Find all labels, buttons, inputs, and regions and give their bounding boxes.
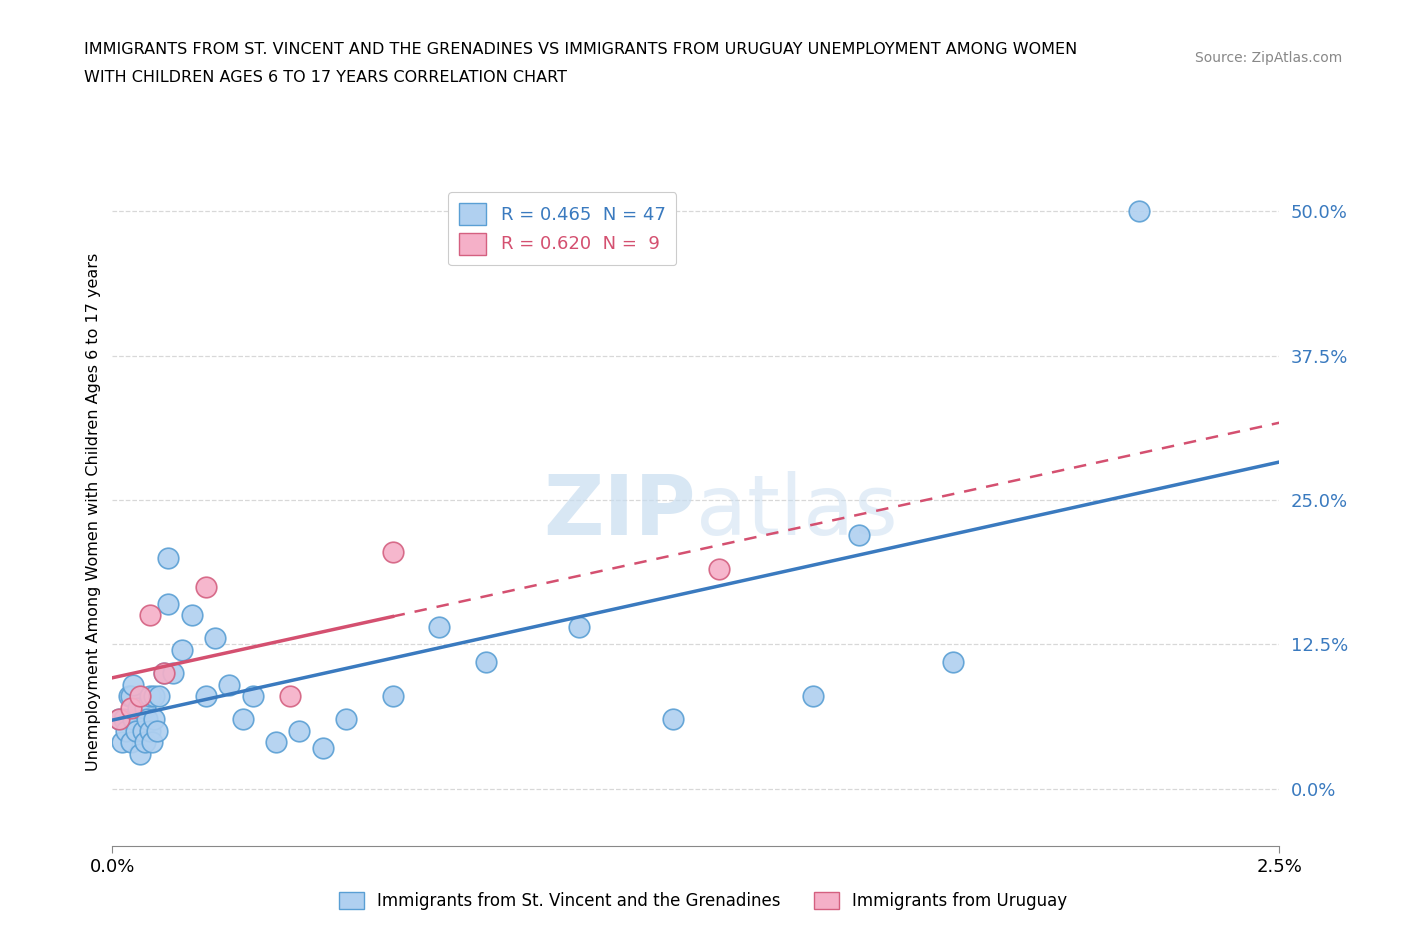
Point	[122, 711, 145, 726]
Point	[661, 711, 683, 726]
Point	[194, 689, 217, 704]
Point	[120, 700, 142, 715]
Text: IMMIGRANTS FROM ST. VINCENT AND THE GRENADINES VS IMMIGRANTS FROM URUGUAY UNEMPL: IMMIGRANTS FROM ST. VINCENT AND THE GREN…	[84, 42, 1077, 57]
Point	[311, 740, 333, 755]
Point	[143, 689, 166, 704]
Point	[157, 596, 180, 611]
Point	[288, 724, 311, 738]
Point	[134, 700, 156, 715]
Point	[139, 689, 162, 704]
Point	[112, 711, 135, 726]
Y-axis label: Unemployment Among Women with Children Ages 6 to 17 years: Unemployment Among Women with Children A…	[86, 252, 101, 771]
Point	[218, 677, 240, 692]
Point	[122, 677, 145, 692]
Point	[264, 735, 287, 750]
Point	[801, 689, 824, 704]
Point	[129, 689, 152, 704]
Point	[475, 654, 498, 669]
Point	[115, 724, 138, 738]
Point	[141, 735, 163, 750]
Point	[242, 689, 264, 704]
Point	[148, 689, 170, 704]
Point	[129, 747, 152, 762]
Text: WITH CHILDREN AGES 6 TO 17 YEARS CORRELATION CHART: WITH CHILDREN AGES 6 TO 17 YEARS CORRELA…	[84, 70, 568, 85]
Point	[139, 724, 162, 738]
Point	[848, 527, 870, 542]
Point	[143, 711, 166, 726]
Text: ZIP: ZIP	[544, 471, 696, 552]
Point	[118, 689, 141, 704]
Point	[157, 551, 180, 565]
Point	[278, 689, 301, 704]
Point	[427, 619, 450, 634]
Point	[942, 654, 965, 669]
Point	[232, 711, 254, 726]
Point	[134, 735, 156, 750]
Point	[204, 631, 226, 646]
Point	[172, 643, 194, 658]
Point	[120, 735, 142, 750]
Point	[120, 689, 142, 704]
Text: atlas: atlas	[696, 471, 897, 552]
Point	[162, 666, 184, 681]
Point	[335, 711, 357, 726]
Point	[709, 562, 731, 577]
Text: Source: ZipAtlas.com: Source: ZipAtlas.com	[1195, 51, 1343, 65]
Point	[136, 711, 159, 726]
Point	[108, 711, 131, 726]
Point	[132, 724, 155, 738]
Point	[194, 579, 217, 594]
Point	[146, 724, 169, 738]
Point	[1128, 204, 1150, 219]
Legend: R = 0.465  N = 47, R = 0.620  N =  9: R = 0.465 N = 47, R = 0.620 N = 9	[449, 193, 676, 265]
Point	[111, 735, 134, 750]
Point	[125, 724, 148, 738]
Point	[381, 544, 404, 559]
Point	[153, 666, 176, 681]
Point	[180, 608, 202, 623]
Point	[381, 689, 404, 704]
Point	[568, 619, 591, 634]
Point	[139, 608, 162, 623]
Point	[127, 700, 149, 715]
Legend: Immigrants from St. Vincent and the Grenadines, Immigrants from Uruguay: Immigrants from St. Vincent and the Gren…	[332, 885, 1074, 917]
Point	[153, 666, 176, 681]
Point	[108, 711, 131, 726]
